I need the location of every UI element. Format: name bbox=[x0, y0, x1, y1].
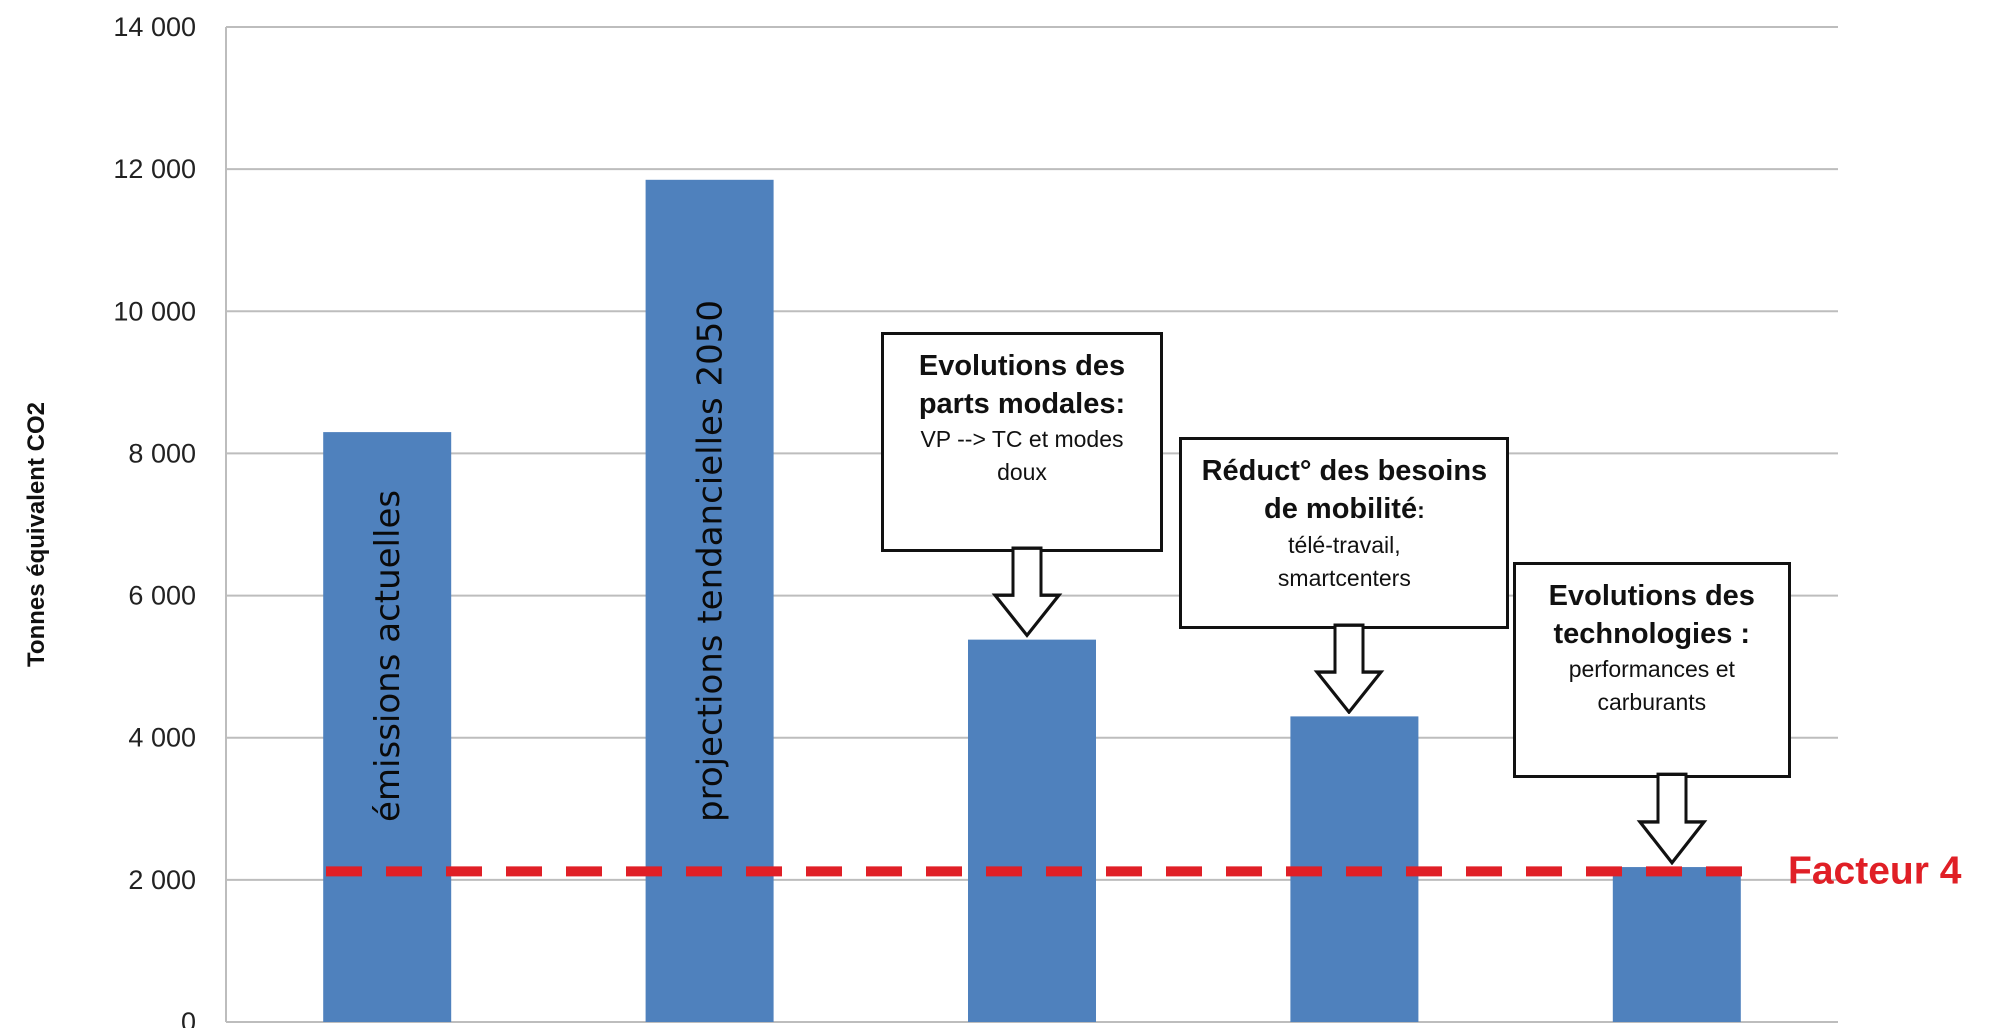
bar-3 bbox=[968, 639, 1096, 1022]
callout-modal-shift-title-2: parts modales: bbox=[918, 388, 1126, 420]
y-tick-label: 14 000 bbox=[113, 12, 196, 42]
callout-mobility-reduction-title-2: de mobilité: bbox=[1182, 490, 1506, 529]
y-tick-label: 0 bbox=[181, 1007, 196, 1028]
callout-technology-title-1: Evolutions des bbox=[1548, 580, 1755, 612]
y-tick-labels: 0 2 000 4 000 6 000 8 000 10 000 12 000 14 000 bbox=[113, 12, 196, 1028]
y-tick-label: 8 000 bbox=[128, 438, 196, 468]
y-tick-label: 6 000 bbox=[128, 581, 196, 611]
y-tick-label: 12 000 bbox=[113, 154, 196, 184]
y-axis-label: Tonnes équivalent CO2 bbox=[23, 402, 50, 667]
y-tick-label: 4 000 bbox=[128, 723, 196, 753]
callout-mobility-reduction-arrow-icon bbox=[1314, 623, 1385, 715]
target-line-group: Facteur 4 bbox=[326, 849, 1962, 892]
bar-label-1: émissions actuelles bbox=[368, 490, 408, 822]
callout-mobility-reduction-title-colon: : bbox=[1417, 497, 1425, 523]
callout-technology-title-2: technologies : bbox=[1553, 618, 1751, 650]
callout-modal-shift-arrow-icon bbox=[991, 546, 1063, 638]
callout-modal-shift: Evolutions des parts modales: VP --> TC … bbox=[881, 332, 1163, 552]
y-tick-label: 2 000 bbox=[128, 865, 196, 895]
target-line-label: Facteur 4 bbox=[1788, 849, 1962, 892]
callout-mobility-reduction-title-1: Réduct° des besoins bbox=[1201, 455, 1488, 487]
callout-mobility-reduction: Réduct° des besoins de mobilité: télé-tr… bbox=[1179, 437, 1510, 629]
callout-modal-shift-detail: VP --> TC et modes doux bbox=[920, 426, 1124, 485]
bar-label-2: projections tendancielles 2050 bbox=[691, 300, 731, 822]
callout-mobility-reduction-title-bold: de mobilité bbox=[1264, 493, 1418, 525]
callout-technology-detail: performances et carburants bbox=[1568, 656, 1735, 715]
callout-technology-arrow-icon bbox=[1636, 772, 1708, 866]
bar-labels-group: émissions actuelles projections tendancie… bbox=[368, 300, 730, 822]
y-tick-label: 10 000 bbox=[113, 296, 196, 326]
bar-1 bbox=[323, 432, 452, 1022]
bar-5 bbox=[1612, 867, 1741, 1022]
callout-technology: Evolutions des technologies : performanc… bbox=[1512, 562, 1791, 778]
bars-group bbox=[323, 179, 1741, 1022]
callout-mobility-reduction-detail: télé-travail, smartcenters bbox=[1277, 532, 1411, 591]
callout-modal-shift-title-1: Evolutions des bbox=[918, 350, 1126, 382]
bar-2 bbox=[645, 179, 774, 1022]
